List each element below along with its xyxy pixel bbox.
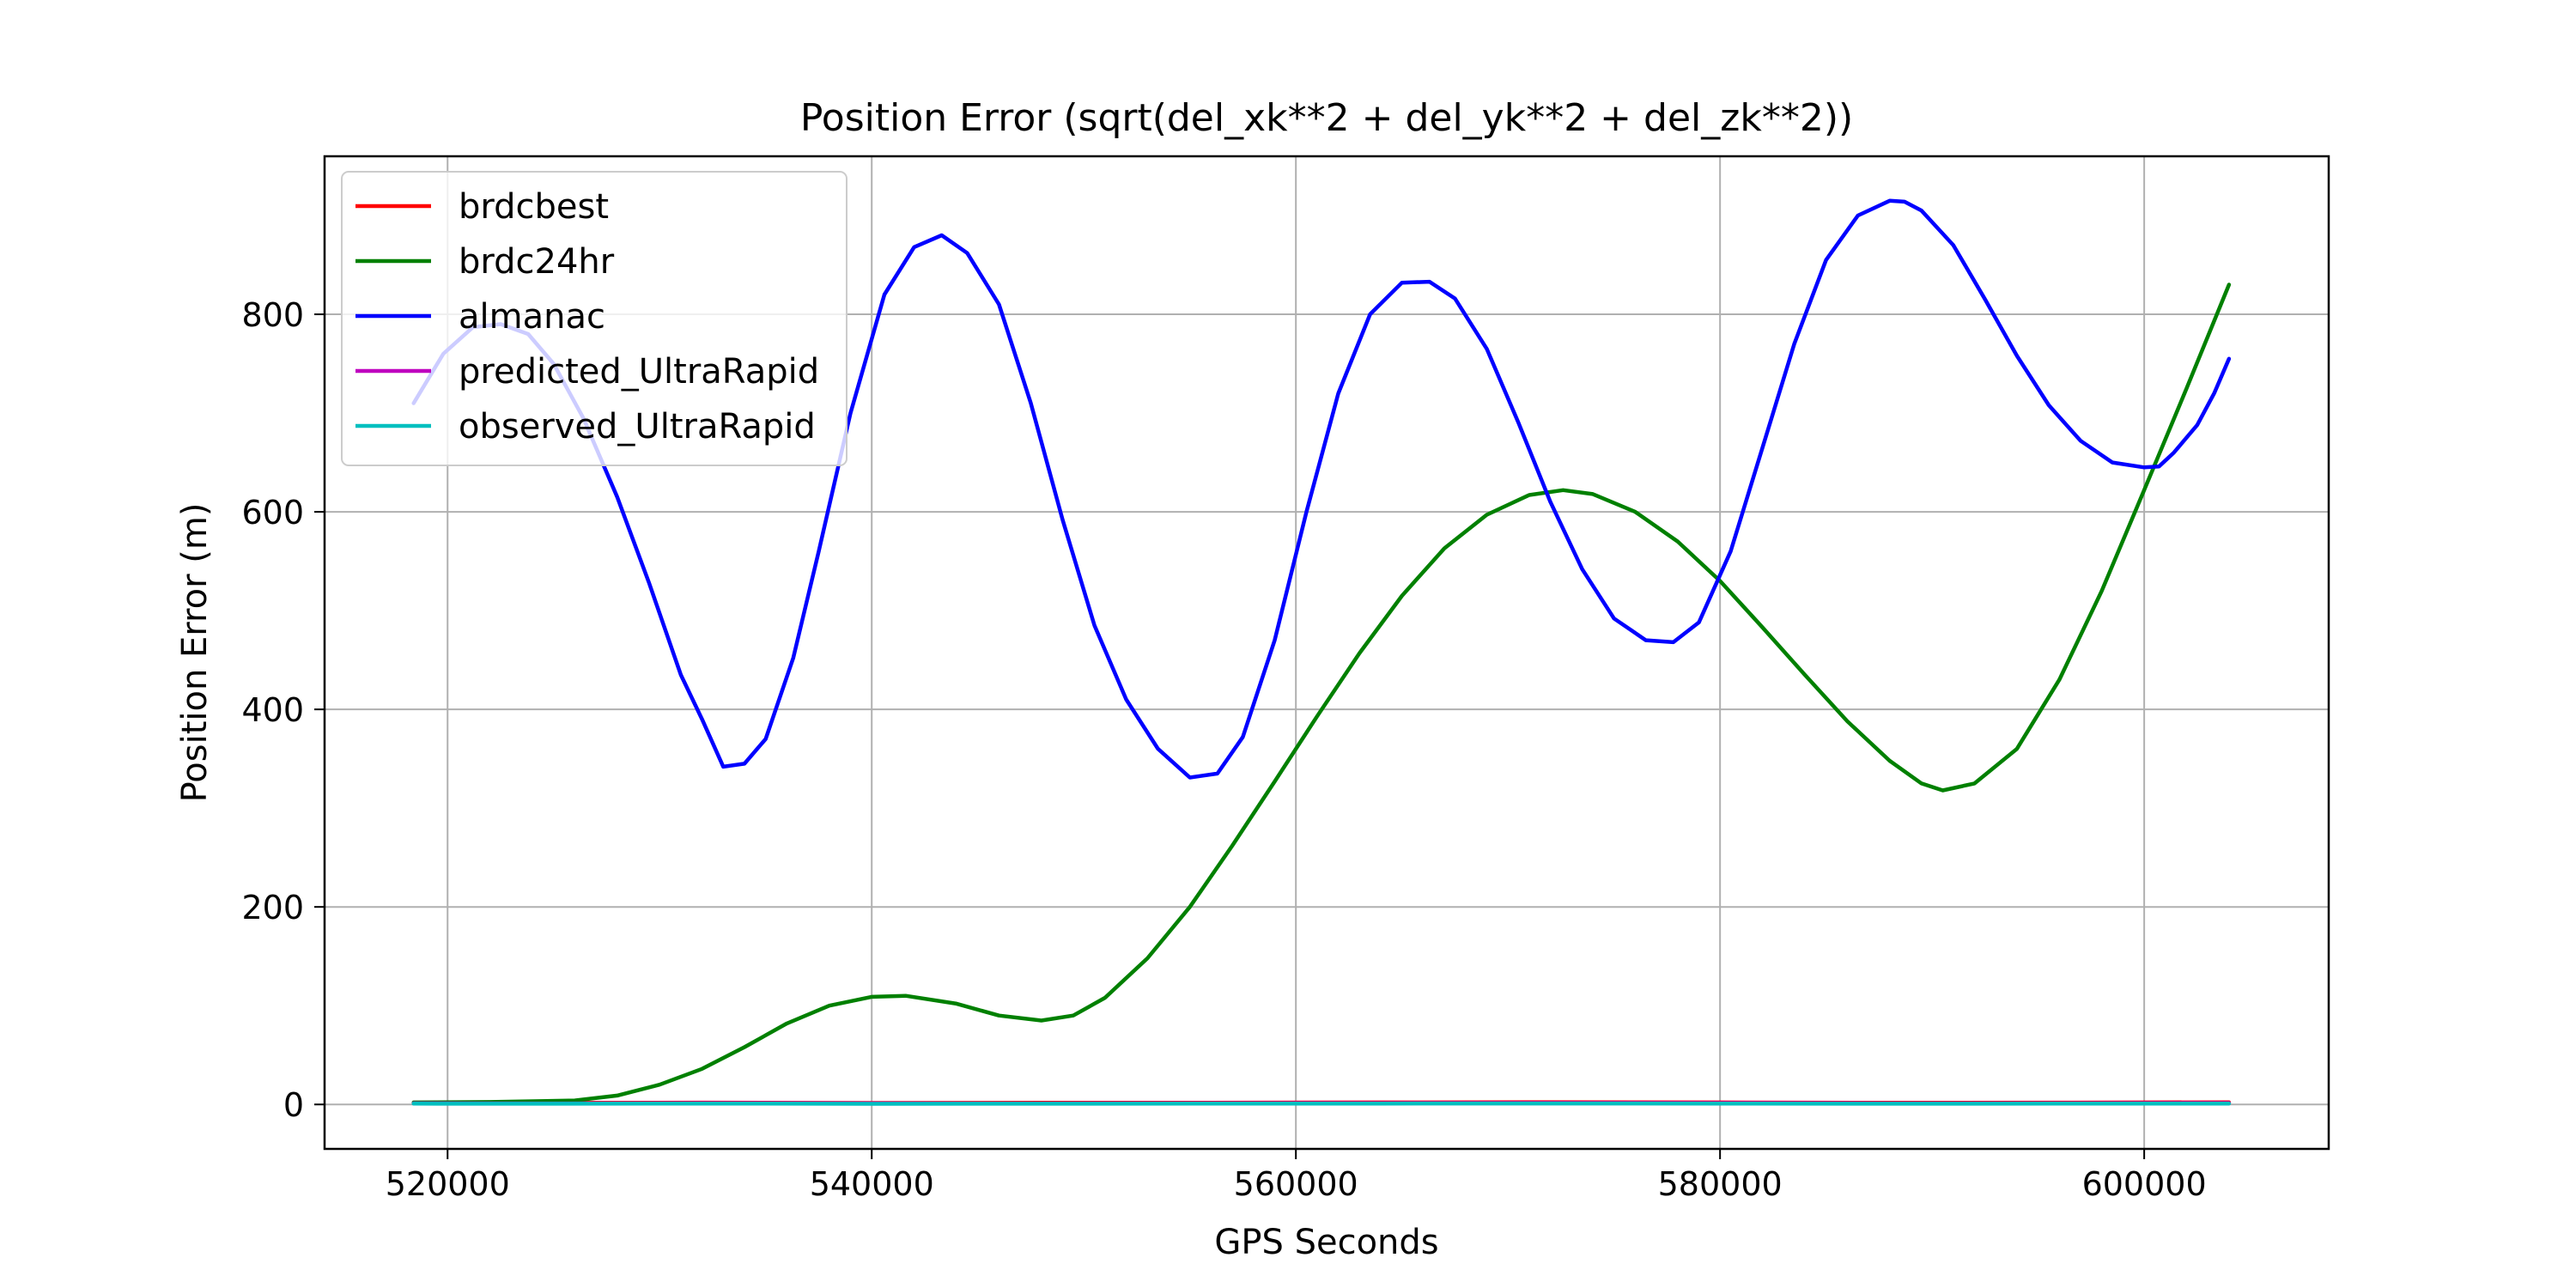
x-tick-label: 560000 (1234, 1165, 1358, 1203)
y-tick-label: 800 (241, 296, 304, 334)
y-tick-label: 400 (241, 691, 304, 729)
series-lines (411, 198, 2232, 1106)
axis-ticks: 520000 540000 560000 580000 600000 0 200 400 600… (241, 296, 2206, 1203)
x-axis-label: GPS Seconds (1214, 1223, 1438, 1262)
series-line-brdc24hr (411, 283, 2232, 1105)
y-axis-label: Position Error (m) (175, 503, 215, 803)
y-tick-label: 0 (283, 1086, 304, 1124)
legend-label: almanac (459, 297, 605, 337)
x-tick-label: 540000 (810, 1165, 934, 1203)
x-tick-label: 520000 (386, 1165, 510, 1203)
y-tick-label: 200 (241, 889, 304, 927)
legend-label: brdcbest (459, 187, 609, 227)
x-tick-label: 600000 (2082, 1165, 2207, 1203)
plot-frame (323, 155, 2330, 1151)
chart-title: Position Error (sqrt(del_xk**2 + del_yk*… (800, 96, 1853, 140)
y-tick-label: 600 (241, 494, 304, 532)
legend-label: observed_UltraRapid (459, 407, 816, 447)
legend-label: brdc24hr (459, 242, 615, 282)
legend-box (341, 171, 848, 466)
legend-label: predicted_UltraRapid (459, 352, 819, 392)
x-tick-label: 580000 (1658, 1165, 1783, 1203)
series-line-almanac (411, 198, 2232, 780)
legend: brdcbest brdc24hr almanac predicted_UltraRa… (341, 171, 848, 466)
